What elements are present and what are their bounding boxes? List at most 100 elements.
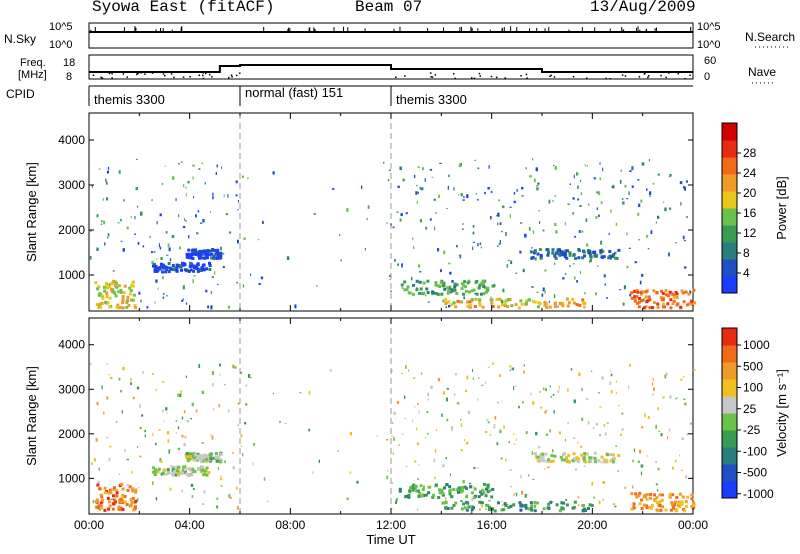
velocity-echo xyxy=(219,453,223,457)
velocity-echo xyxy=(459,488,463,492)
power-echo xyxy=(583,254,587,258)
velocity-echo xyxy=(638,491,642,495)
power-echo xyxy=(581,298,585,302)
power-echo xyxy=(123,284,127,288)
power-echo xyxy=(600,201,603,205)
velocity-echo xyxy=(533,504,537,509)
velocity-echo xyxy=(185,375,187,378)
velocity-colorbar-seg xyxy=(722,481,737,499)
nave-point xyxy=(660,74,662,77)
velocity-echo xyxy=(574,468,577,471)
power-echo xyxy=(422,291,426,295)
velocity-echo xyxy=(515,385,517,387)
power-echo xyxy=(638,296,642,300)
velocity-echo xyxy=(571,459,575,463)
velocity-echo xyxy=(530,392,532,395)
velocity-echo xyxy=(642,503,646,507)
velocity-echo xyxy=(125,503,129,507)
power-echo xyxy=(531,256,535,260)
velocity-echo xyxy=(448,492,452,496)
power-echo xyxy=(136,205,139,208)
velocity-echo xyxy=(253,443,256,446)
velocity-echo xyxy=(132,396,135,400)
velocity-echo xyxy=(337,450,339,453)
power-echo xyxy=(513,191,516,195)
velocity-echo xyxy=(190,417,193,420)
power-echo xyxy=(468,290,472,294)
power-echo xyxy=(105,283,109,287)
velocity-echo xyxy=(110,498,113,500)
power-echo xyxy=(447,262,451,265)
velocity-echo xyxy=(486,504,490,508)
velocity-echo xyxy=(640,464,644,468)
velocity-echo xyxy=(666,436,669,440)
power-echo xyxy=(190,253,194,257)
power-echo xyxy=(171,176,175,180)
power-echo xyxy=(159,246,162,250)
power-echo xyxy=(660,298,664,302)
velocity-echo xyxy=(94,500,98,504)
power-echo xyxy=(90,230,92,232)
power-echo xyxy=(594,292,598,296)
velocity-echo xyxy=(674,397,677,400)
power-echo xyxy=(490,301,494,305)
power-echo xyxy=(531,246,533,249)
power-echo xyxy=(580,179,582,182)
velocity-echo xyxy=(649,492,653,496)
power-echo xyxy=(640,290,644,294)
velocity-xtick-label: 12:00 xyxy=(376,518,406,532)
power-echo xyxy=(589,258,592,262)
power-echo xyxy=(154,301,156,304)
nsky-tick-left-top: 10^5 xyxy=(49,21,73,33)
power-echo xyxy=(477,243,479,247)
velocity-echo xyxy=(252,461,254,466)
power-echo xyxy=(106,181,108,185)
velocity-echo xyxy=(549,500,553,504)
nave-point xyxy=(454,77,456,80)
power-echo xyxy=(462,199,465,201)
power-colorbar-seg xyxy=(722,208,737,226)
velocity-echo xyxy=(621,412,624,415)
velocity-echo xyxy=(558,385,560,390)
nave-point xyxy=(430,76,432,78)
velocity-echo xyxy=(685,475,688,479)
velocity-echo xyxy=(197,467,201,471)
velocity-echo xyxy=(136,445,139,448)
power-echo xyxy=(486,286,490,290)
velocity-echo xyxy=(356,480,359,484)
velocity-ylabel: Slant Range [km] xyxy=(24,366,39,466)
power-echo xyxy=(122,248,125,252)
power-echo xyxy=(117,290,121,294)
velocity-echo xyxy=(452,488,456,492)
velocity-colorbar-tick-label: 1000 xyxy=(743,338,770,352)
velocity-echo xyxy=(488,499,491,502)
velocity-echo xyxy=(438,491,442,495)
power-echo xyxy=(564,273,567,275)
power-echo xyxy=(220,246,222,251)
power-echo xyxy=(481,305,485,309)
velocity-echo xyxy=(520,504,524,508)
velocity-echo xyxy=(604,432,607,436)
velocity-echo xyxy=(676,503,680,507)
velocity-echo xyxy=(658,430,661,432)
power-echo xyxy=(589,255,593,259)
velocity-echo xyxy=(668,494,672,498)
power-echo xyxy=(517,306,521,310)
velocity-echo xyxy=(193,453,197,457)
power-echo xyxy=(100,301,104,305)
power-echo xyxy=(447,185,449,190)
power-echo xyxy=(153,269,157,273)
power-echo xyxy=(210,290,212,295)
velocity-echo xyxy=(615,445,618,447)
power-echo xyxy=(156,266,160,270)
power-echo xyxy=(112,270,115,272)
velocity-echo xyxy=(598,500,601,505)
power-echo xyxy=(450,288,454,292)
velocity-echo xyxy=(486,483,490,487)
velocity-echo xyxy=(117,505,121,509)
power-echo xyxy=(577,198,580,201)
velocity-echo xyxy=(412,377,416,379)
velocity-echo xyxy=(181,470,185,474)
velocity-echo xyxy=(202,456,206,460)
velocity-echo xyxy=(503,502,507,506)
